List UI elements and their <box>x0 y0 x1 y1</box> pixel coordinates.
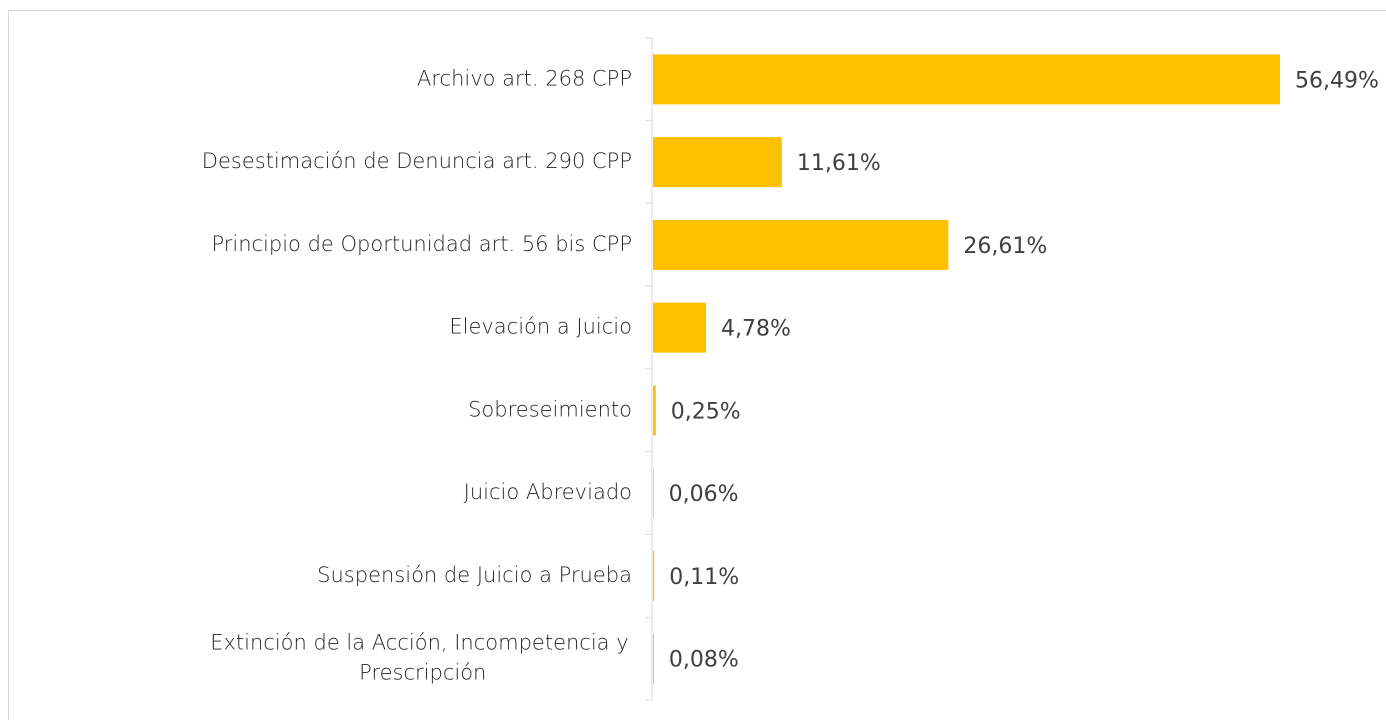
category-label: Elevación a Juicio <box>449 315 632 339</box>
bar <box>653 302 707 353</box>
value-label: 0,08% <box>669 648 739 673</box>
category-label: Suspensión de Juicio a Prueba <box>317 563 632 587</box>
value-label: 56,49% <box>1295 68 1379 93</box>
bar <box>653 633 654 684</box>
bar <box>653 219 949 270</box>
bar <box>653 550 655 601</box>
value-label: 26,61% <box>963 234 1047 259</box>
value-label: 0,11% <box>669 565 739 590</box>
category-label: Principio de Oportunidad art. 56 bis CPP <box>211 232 632 256</box>
bar <box>653 468 654 519</box>
chart-border <box>8 10 1386 720</box>
value-label: 4,78% <box>721 317 791 342</box>
value-label: 0,06% <box>669 482 739 507</box>
category-label: Sobreseimiento <box>468 397 632 421</box>
category-label: Archivo art. 268 CPP <box>417 66 632 90</box>
category-label: Extinción de la Acción, Incompetencia y … <box>210 631 635 685</box>
bar <box>653 54 1280 105</box>
category-label: Desestimación de Denuncia art. 290 CPP <box>202 149 632 173</box>
bar <box>653 385 656 436</box>
bar <box>653 137 782 188</box>
value-label: 11,61% <box>797 151 881 176</box>
value-label: 0,25% <box>671 399 741 424</box>
category-label: Juicio Abreviado <box>464 480 632 504</box>
